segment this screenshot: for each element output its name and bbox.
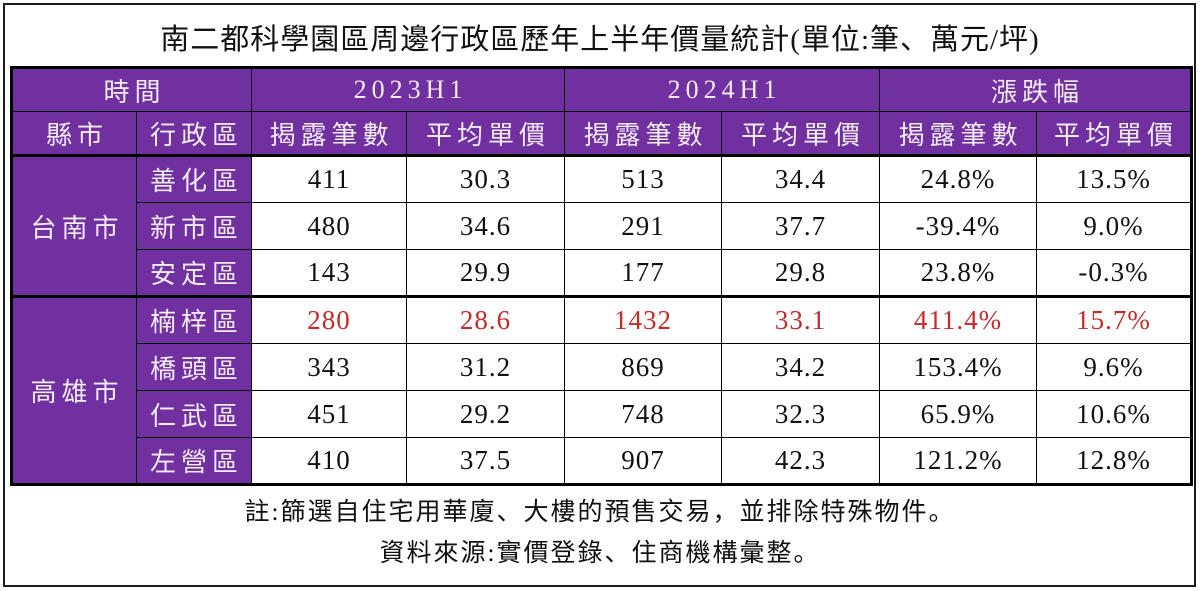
value-cell: 480 [251, 202, 408, 250]
footnotes: 註:篩選自住宅用華廈、大樓的預售交易，並排除特殊物件。 資料來源:實價登錄、住商… [0, 492, 1200, 574]
price-column-header-2024: 平均單價 [721, 111, 881, 157]
district-cell: 左營區 [135, 437, 253, 485]
value-cell: -39.4% [879, 202, 1038, 250]
city-cell: 高雄市 [11, 295, 137, 485]
count-column-header-2024: 揭露筆數 [564, 111, 723, 157]
value-cell: 23.8% [879, 249, 1038, 297]
period-2024h1-header: 2024H1 [564, 67, 881, 112]
value-cell: 30.3 [406, 155, 566, 203]
table-row: 新市區 480 34.6 291 37.7 -39.4% 9.0% [12, 202, 1193, 250]
value-cell: 31.2 [406, 343, 566, 391]
period-header-row: 時間 2023H1 2024H1 漲跌幅 [10, 67, 1193, 112]
value-cell: 24.8% [879, 155, 1038, 203]
value-cell: 153.4% [879, 343, 1038, 391]
value-cell: 34.4 [721, 155, 881, 203]
value-cell: 869 [564, 343, 723, 391]
value-cell: 343 [251, 343, 408, 391]
count-column-header-2023: 揭露筆數 [251, 111, 408, 157]
value-cell: 907 [564, 437, 723, 485]
city-column-header: 縣市 [11, 111, 137, 157]
note-line: 註:篩選自住宅用華廈、大樓的預售交易，並排除特殊物件。 [244, 499, 956, 526]
district-cell: 楠梓區 [135, 295, 253, 344]
value-cell: 13.5% [1036, 155, 1193, 203]
district-cell: 新市區 [135, 202, 253, 250]
value-cell: 32.3 [721, 390, 881, 438]
value-cell: 37.7 [721, 202, 881, 250]
value-cell: 37.5 [406, 437, 566, 485]
district-cell: 橋頭區 [135, 343, 253, 391]
value-cell: 28.6 [406, 295, 566, 344]
value-cell: 411 [251, 155, 408, 203]
district-column-header: 行政區 [135, 111, 253, 157]
value-cell: 121.2% [879, 437, 1038, 485]
value-cell: 10.6% [1036, 390, 1193, 438]
count-column-header-change: 揭露筆數 [879, 111, 1038, 157]
district-cell: 善化區 [135, 155, 253, 203]
value-cell: -0.3% [1036, 249, 1193, 297]
value-cell: 513 [564, 155, 723, 203]
value-cell: 42.3 [721, 437, 881, 485]
period-2023h1-header: 2023H1 [251, 67, 566, 112]
city-cell: 台南市 [11, 155, 137, 297]
value-cell: 748 [564, 390, 723, 438]
district-cell: 安定區 [135, 249, 253, 297]
value-cell: 143 [251, 249, 408, 297]
value-cell: 9.6% [1036, 343, 1193, 391]
note-line: 資料來源:實價登錄、住商機構彙整。 [379, 540, 821, 567]
value-cell: 34.6 [406, 202, 566, 250]
value-cell: 29.9 [406, 249, 566, 297]
price-volume-table: 時間 2023H1 2024H1 漲跌幅 縣市 行政區 揭露筆數 平均單價 揭露… [10, 66, 1194, 486]
table-row: 橋頭區 343 31.2 869 34.2 153.4% 9.6% [12, 343, 1193, 391]
value-cell: 15.7% [1036, 295, 1193, 344]
table-title: 南二都科學園區周邊行政區歷年上半年價量統計(單位:筆、萬元/坪) [160, 24, 1040, 56]
value-cell: 9.0% [1036, 202, 1193, 250]
price-column-header-change: 平均單價 [1036, 111, 1193, 157]
value-cell: 177 [564, 249, 723, 297]
table-header: 時間 2023H1 2024H1 漲跌幅 縣市 行政區 揭露筆數 平均單價 揭露… [10, 67, 1193, 157]
table-body: 台南市 善化區 411 30.3 513 34.4 24.8% 13.5% 新市區 480 34.6… [11, 155, 1193, 485]
price-column-header-2023: 平均單價 [406, 111, 566, 157]
table-row: 台南市 善化區 411 30.3 513 34.4 24.8% 13.5% [11, 155, 1193, 297]
table-row: 左營區 410 37.5 907 42.3 121.2% 12.8% [12, 437, 1193, 485]
value-cell: 280 [251, 295, 408, 344]
column-header-row: 縣市 行政區 揭露筆數 平均單價 揭露筆數 平均單價 揭露筆數 平均單價 [11, 111, 1193, 157]
time-header-cell: 時間 [10, 67, 253, 112]
table-row: 仁武區 451 29.2 748 32.3 65.9% 10.6% [12, 390, 1193, 438]
table-row: 安定區 143 29.9 177 29.8 23.8% -0.3% [12, 249, 1193, 297]
table-row: 高雄市 楠梓區 280 28.6 1432 33.1 411.4% 15.7% [11, 295, 1193, 485]
value-cell: 410 [251, 437, 408, 485]
value-cell: 451 [251, 390, 408, 438]
value-cell: 1432 [564, 295, 723, 344]
value-cell: 29.8 [721, 249, 881, 297]
period-change-header: 漲跌幅 [879, 67, 1193, 112]
value-cell: 65.9% [879, 390, 1038, 438]
district-cell: 仁武區 [135, 390, 253, 438]
value-cell: 291 [564, 202, 723, 250]
value-cell: 33.1 [721, 295, 881, 344]
value-cell: 411.4% [879, 295, 1038, 344]
value-cell: 12.8% [1036, 437, 1193, 485]
value-cell: 29.2 [406, 390, 566, 438]
value-cell: 34.2 [721, 343, 881, 391]
